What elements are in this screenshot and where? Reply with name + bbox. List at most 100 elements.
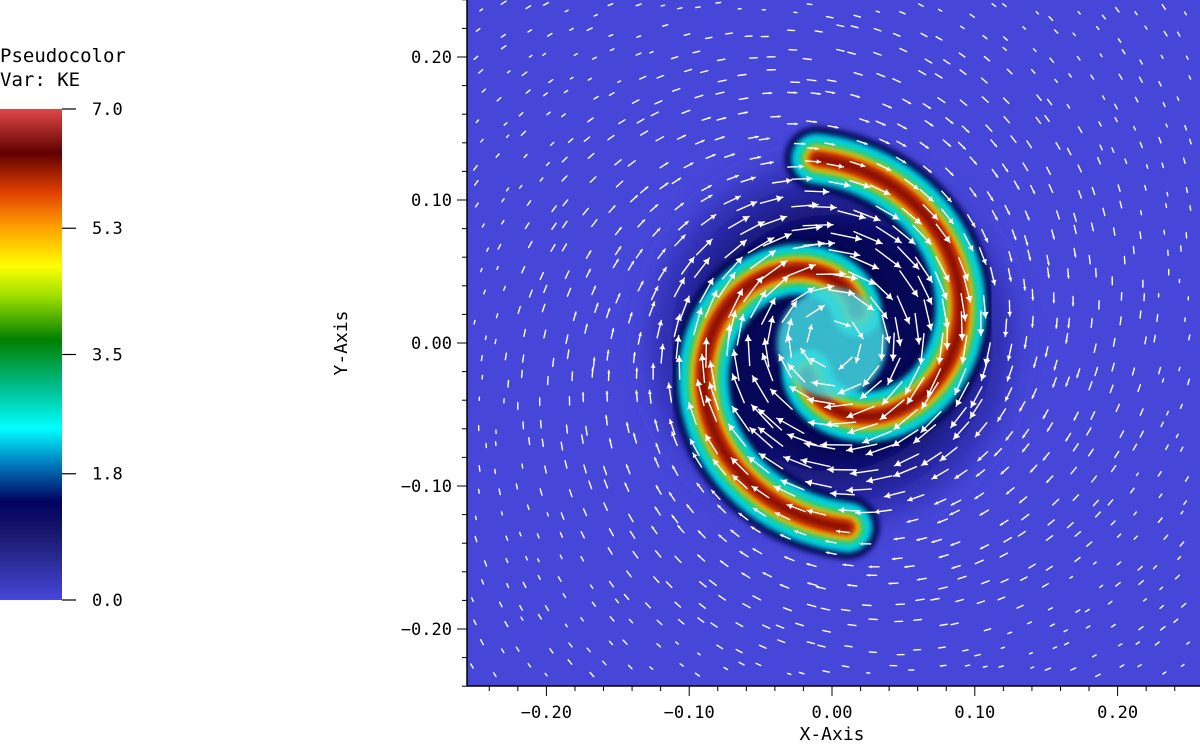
velocity-arrowhead (688, 257, 695, 264)
velocity-vector (1160, 54, 1164, 59)
velocity-vector (544, 672, 548, 677)
velocity-arrowhead (777, 115, 781, 118)
velocity-vector (1161, 378, 1165, 383)
velocity-vector (1076, 55, 1081, 61)
velocity-arrowhead (994, 143, 997, 147)
velocity-vector (519, 604, 524, 611)
velocity-arrowhead (827, 283, 834, 291)
velocity-arrowhead (895, 339, 903, 346)
velocity-vector (1063, 642, 1070, 646)
velocity-vector (1114, 103, 1118, 110)
velocity-vector (614, 159, 622, 166)
velocity-vector (1131, 367, 1136, 376)
velocity-arrowhead (950, 420, 958, 428)
velocity-vector (623, 593, 630, 601)
velocity-vector (697, 617, 705, 623)
velocity-vector (568, 489, 573, 498)
velocity-vector (1110, 520, 1116, 526)
velocity-arrowhead (953, 432, 961, 440)
velocity-arrowhead (611, 328, 615, 332)
velocity-vector (716, 644, 724, 650)
velocity-vector (836, 48, 845, 52)
velocity-arrowhead (990, 197, 993, 201)
velocity-vector (587, 152, 595, 160)
velocity-arrowhead (863, 378, 870, 386)
velocity-vector (1119, 200, 1123, 209)
velocity-vector (1088, 254, 1091, 265)
velocity-arrowhead (1065, 383, 1069, 386)
velocity-arrowhead (753, 548, 756, 552)
velocity-arrowhead (625, 422, 629, 426)
velocity-vector (592, 56, 597, 60)
velocity-vector (868, 651, 878, 654)
velocity-arrowhead (850, 274, 858, 282)
velocity-vector (1028, 563, 1037, 569)
velocity-vector (695, 6, 701, 9)
velocity-vector (708, 579, 717, 587)
velocity-arrowhead (941, 292, 948, 300)
velocity-vector (546, 512, 549, 517)
velocity-arrowhead (1022, 434, 1026, 438)
velocity-vector (814, 30, 823, 33)
velocity-arrowhead (860, 392, 868, 399)
velocity-vector (681, 109, 691, 115)
velocity-vector (1174, 574, 1181, 580)
velocity-arrowhead (770, 389, 778, 396)
velocity-vector (608, 33, 614, 37)
velocity-arrowhead (855, 509, 861, 516)
velocity-vector (522, 581, 527, 589)
velocity-vector (500, 45, 507, 50)
velocity-arrowhead (1000, 522, 1004, 526)
velocity-vector (1003, 536, 1013, 543)
velocity-vector (1045, 166, 1052, 176)
velocity-arrowhead (698, 530, 702, 534)
velocity-vector (1188, 75, 1192, 80)
velocity-arrowhead (916, 537, 920, 542)
velocity-arrowhead (768, 250, 776, 257)
velocity-vector (608, 640, 614, 646)
velocity-vector (1144, 336, 1147, 345)
velocity-arrowhead (799, 164, 804, 170)
velocity-arrowhead (914, 217, 922, 224)
y-tick-label: 0.20 (411, 48, 452, 68)
velocity-arrowhead (758, 409, 766, 416)
velocity-vector (820, 607, 831, 611)
velocity-arrowhead (678, 278, 685, 285)
velocity-arrowhead (768, 316, 776, 323)
velocity-vector (1072, 494, 1080, 502)
velocity-arrowhead (1006, 491, 1010, 494)
velocity-arrowhead (893, 261, 901, 268)
velocity-vector (1188, 138, 1192, 145)
velocity-vector (1102, 207, 1106, 217)
velocity-vector (1114, 116, 1118, 123)
velocity-arrowhead (856, 95, 860, 98)
velocity-arrowhead (1031, 395, 1035, 399)
velocity-vector (1085, 625, 1091, 629)
velocity-vector (836, 24, 845, 28)
velocity-arrowhead (893, 422, 901, 430)
velocity-vector (649, 666, 654, 670)
velocity-arrowhead (708, 195, 712, 199)
velocity-arrowhead (752, 375, 759, 383)
velocity-arrowhead (702, 258, 710, 265)
velocity-arrowhead (1007, 311, 1013, 316)
velocity-vector (873, 51, 882, 56)
velocity-arrowhead (728, 424, 735, 432)
velocity-arrowhead (889, 354, 897, 361)
velocity-arrowhead (654, 457, 658, 461)
velocity-arrowhead (723, 117, 726, 120)
velocity-vector (1066, 522, 1074, 529)
velocity-arrowhead (671, 515, 675, 519)
velocity-arrowhead (666, 383, 673, 389)
velocity-arrowhead (974, 495, 979, 499)
velocity-vector (1124, 158, 1128, 165)
velocity-vector (564, 460, 568, 469)
velocity-vector (715, 91, 725, 95)
velocity-vector (591, 601, 597, 607)
velocity-vector (564, 9, 569, 13)
velocity-arrowhead (650, 301, 656, 307)
velocity-vector (1069, 575, 1074, 579)
velocity-arrowhead (886, 141, 890, 144)
velocity-arrowhead (1002, 331, 1009, 337)
velocity-vector (957, 575, 967, 580)
